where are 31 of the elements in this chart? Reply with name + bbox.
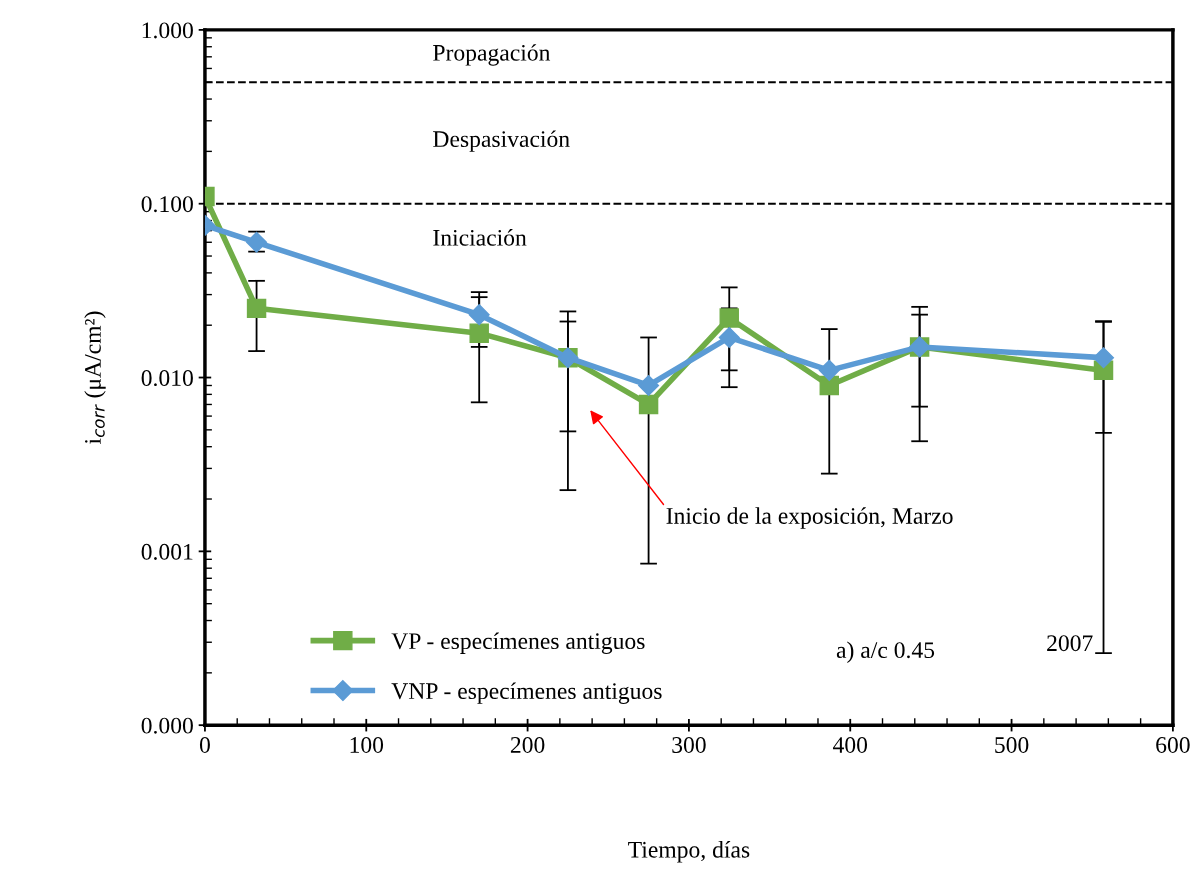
- annotation: Iniciación: [433, 229, 527, 246]
- point: [246, 298, 267, 319]
- annotation: Despasivación: [433, 130, 570, 152]
- point: [638, 374, 660, 397]
- legend-label: VP - especímenes antiguos: [391, 632, 645, 654]
- x-axis-title: Tiempo, días: [628, 841, 750, 863]
- point: [818, 359, 840, 381]
- x-tick-label: 400: [833, 736, 868, 753]
- x-tick-label: 300: [672, 736, 706, 753]
- y-tick-label: 0.001: [141, 543, 193, 560]
- point: [469, 323, 489, 343]
- x-tick-label: 500: [995, 736, 1029, 753]
- point: [718, 326, 740, 348]
- y-axis-title: i$_{corr}$ (μA/cm²): [84, 311, 106, 445]
- x-tick-label: 0: [199, 736, 210, 753]
- y-tick-label: 0.000: [141, 717, 193, 734]
- point: [638, 394, 659, 415]
- annotation: Propagación: [433, 44, 551, 66]
- annotation: a) a/c 0.45: [836, 641, 935, 663]
- point: [468, 304, 490, 326]
- annotation: 2007: [1047, 635, 1093, 652]
- y-tick-label: 0.010: [141, 370, 193, 387]
- legend-label: VNP - especímenes antiguos: [391, 682, 662, 704]
- x-tick-label: 100: [350, 736, 384, 753]
- y-tick-label: 1.000: [142, 22, 193, 39]
- x-tick-label: 600: [1156, 736, 1190, 753]
- x-tick-label: 200: [510, 736, 545, 753]
- annotation: Inicio de la exposición, Marzo: [666, 507, 953, 529]
- point: [719, 308, 739, 328]
- point: [1093, 347, 1115, 369]
- y-tick-label: 0.100: [141, 196, 193, 213]
